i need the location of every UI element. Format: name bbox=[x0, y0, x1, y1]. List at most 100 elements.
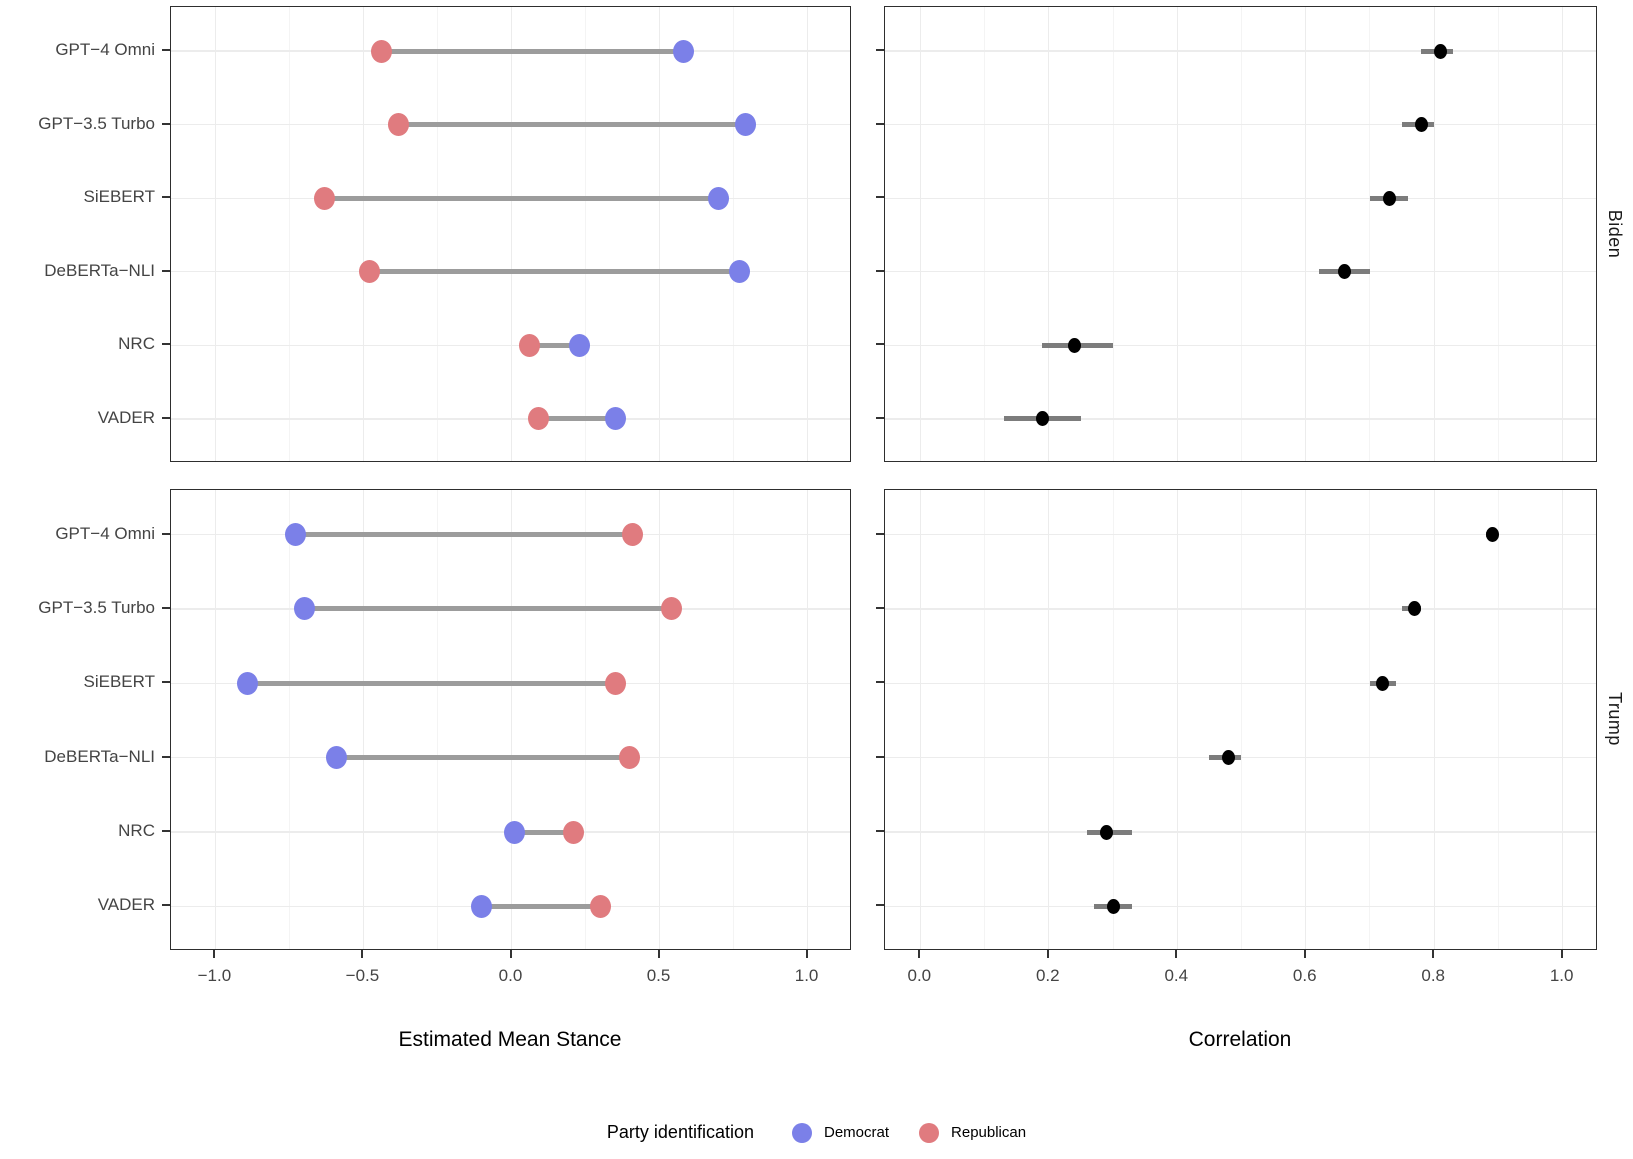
republican-dot bbox=[604, 671, 626, 695]
estimate-dot bbox=[1382, 190, 1396, 206]
y-tick-mark bbox=[162, 904, 170, 907]
y-tick-mark bbox=[876, 681, 884, 684]
y-axis-label: VADER bbox=[97, 895, 155, 915]
y-tick-mark bbox=[162, 269, 170, 272]
democrat-dot bbox=[734, 113, 756, 137]
dumbbell-segment bbox=[336, 755, 630, 761]
major-gridline bbox=[362, 7, 365, 461]
dumbbell-segment bbox=[538, 416, 616, 422]
dumbbell-segment bbox=[514, 829, 574, 835]
major-gridline bbox=[214, 7, 217, 461]
y-axis-label: NRC bbox=[118, 334, 155, 354]
x-tick-mark bbox=[1560, 950, 1563, 958]
x-tick-mark bbox=[213, 950, 216, 958]
major-gridline bbox=[1305, 7, 1307, 461]
republican-dot bbox=[370, 39, 392, 63]
democrat-dot bbox=[471, 894, 493, 918]
major-gridline bbox=[1176, 490, 1178, 949]
y-axis-label: GPT−3.5 Turbo bbox=[38, 597, 155, 617]
republican-dot bbox=[619, 746, 641, 770]
y-tick-mark bbox=[162, 122, 170, 125]
estimate-dot bbox=[1067, 337, 1081, 353]
panel-trump-stance bbox=[170, 489, 851, 950]
major-gridline bbox=[1048, 490, 1050, 949]
dumbbell-segment bbox=[295, 532, 633, 538]
major-gridline bbox=[362, 490, 365, 949]
x-tick-mark bbox=[657, 950, 660, 958]
row-gridline bbox=[171, 418, 850, 420]
republican-dot bbox=[518, 333, 540, 357]
minor-gridline bbox=[288, 7, 290, 461]
y-axis-label: NRC bbox=[118, 821, 155, 841]
dumbbell-segment bbox=[381, 48, 684, 54]
major-gridline bbox=[658, 490, 661, 949]
row-gridline bbox=[885, 682, 1596, 684]
major-gridline bbox=[1305, 490, 1307, 949]
row-gridline bbox=[885, 271, 1596, 273]
estimate-dot bbox=[1106, 898, 1120, 914]
democrat-dot bbox=[604, 407, 626, 431]
major-gridline bbox=[1433, 490, 1435, 949]
major-gridline bbox=[1048, 7, 1050, 461]
row-gridline bbox=[885, 905, 1596, 908]
y-tick-mark bbox=[876, 532, 884, 535]
minor-gridline bbox=[1369, 7, 1371, 461]
minor-gridline bbox=[1241, 7, 1242, 461]
row-gridline bbox=[885, 344, 1596, 346]
x-tick-mark bbox=[1046, 950, 1049, 958]
minor-gridline bbox=[733, 7, 735, 461]
estimate-dot bbox=[1337, 264, 1351, 280]
legend-item-republican: Republican bbox=[919, 1122, 1026, 1143]
republican-dot bbox=[563, 820, 585, 844]
democrat-dot bbox=[672, 39, 694, 63]
x-tick-label: 0.8 bbox=[1421, 966, 1446, 985]
major-gridline bbox=[806, 490, 809, 949]
estimate-dot bbox=[1434, 43, 1448, 59]
dumbbell-segment bbox=[398, 122, 746, 128]
dumbbell-segment bbox=[369, 269, 740, 275]
y-tick-mark bbox=[162, 606, 170, 609]
x-tick-label: 0.2 bbox=[1035, 966, 1060, 985]
democrat-dot bbox=[503, 820, 525, 844]
major-gridline bbox=[919, 490, 922, 949]
y-tick-mark bbox=[876, 196, 884, 199]
panel-biden-stance bbox=[170, 6, 851, 462]
y-axis-label: GPT−4 Omni bbox=[55, 40, 155, 60]
democrat-dot bbox=[326, 746, 348, 770]
row-gridline bbox=[885, 418, 1596, 420]
republican-dot bbox=[589, 894, 611, 918]
estimate-dot bbox=[1414, 117, 1428, 133]
x-tick-label: 0.5 bbox=[646, 966, 671, 985]
minor-gridline bbox=[1497, 490, 1499, 949]
dumbbell-segment bbox=[529, 342, 580, 348]
minor-gridline bbox=[436, 7, 438, 461]
x-tick-label: 0.6 bbox=[1292, 966, 1317, 985]
y-tick-mark bbox=[876, 269, 884, 272]
x-axis-title-correlation: Correlation bbox=[1188, 1028, 1292, 1051]
major-gridline bbox=[1176, 7, 1178, 461]
row-gridline bbox=[885, 533, 1596, 536]
y-tick-mark bbox=[876, 49, 884, 52]
y-tick-mark bbox=[876, 904, 884, 907]
minor-gridline bbox=[1497, 7, 1499, 461]
x-tick-mark bbox=[1432, 950, 1435, 958]
democrat-dot bbox=[708, 186, 730, 210]
estimate-dot bbox=[1485, 527, 1499, 543]
y-tick-mark bbox=[876, 343, 884, 346]
estimate-dot bbox=[1408, 601, 1422, 617]
minor-gridline bbox=[585, 7, 587, 461]
y-tick-mark bbox=[876, 122, 884, 125]
y-tick-mark bbox=[162, 532, 170, 535]
democrat-dot-icon bbox=[791, 1122, 812, 1143]
republican-dot bbox=[358, 260, 380, 284]
minor-gridline bbox=[733, 490, 735, 949]
democrat-dot bbox=[569, 333, 591, 357]
estimate-dot bbox=[1035, 411, 1049, 427]
dumbbell-segment bbox=[324, 195, 719, 201]
y-axis-label: VADER bbox=[97, 407, 155, 427]
y-tick-mark bbox=[162, 196, 170, 199]
dumbbell-segment bbox=[481, 903, 601, 909]
y-tick-mark bbox=[876, 755, 884, 758]
estimate-dot bbox=[1376, 675, 1390, 691]
y-axis-label: DeBERTa−NLI bbox=[44, 260, 155, 280]
